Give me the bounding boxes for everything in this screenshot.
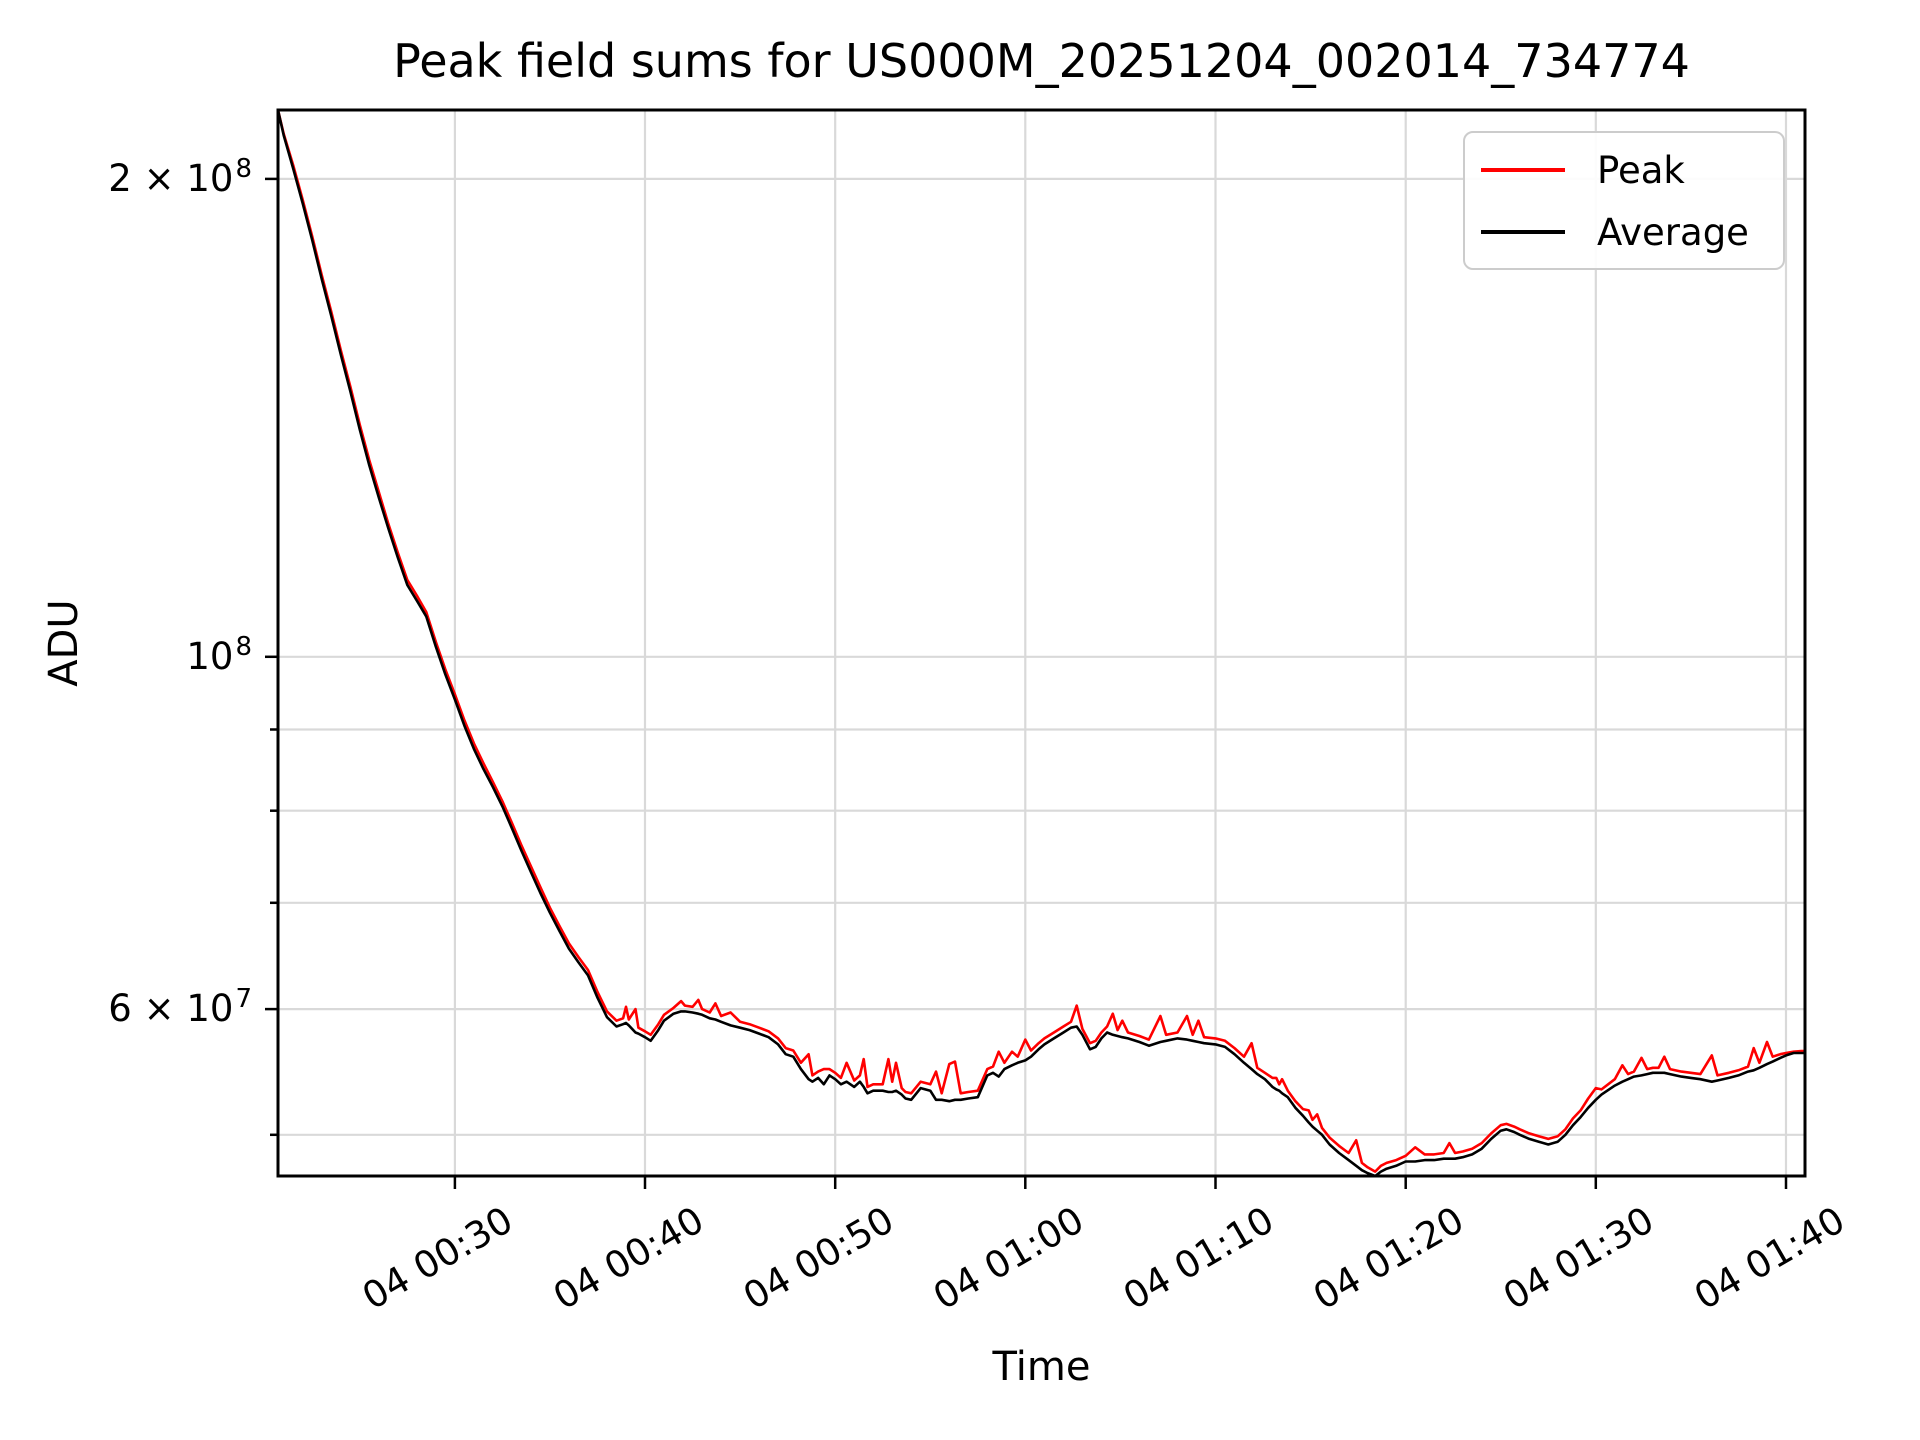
- series-average: [278, 110, 1805, 1176]
- legend-entry-peak: Peak: [1465, 139, 1783, 201]
- series-lines: [278, 110, 1805, 1176]
- y-tick-label: 108: [186, 631, 252, 678]
- x-axis-label: Time: [992, 1344, 1091, 1390]
- grid-lines: [278, 110, 1805, 1176]
- peak-line-swatch: [1481, 168, 1565, 172]
- y-tick-label: 6 × 107: [108, 984, 252, 1031]
- y-tick-label: 2 × 108: [108, 153, 252, 200]
- chart-title: Peak field sums for US000M_20251204_0020…: [393, 34, 1690, 88]
- legend-label-average: Average: [1597, 210, 1749, 254]
- plot-border: [276, 108, 1807, 1178]
- legend-entry-average: Average: [1465, 201, 1783, 263]
- y-axis-label: ADU: [41, 599, 87, 687]
- legend-label-peak: Peak: [1597, 148, 1685, 192]
- average-line-swatch: [1481, 230, 1565, 234]
- legend: Peak Average: [1463, 131, 1785, 270]
- series-peak: [278, 110, 1805, 1173]
